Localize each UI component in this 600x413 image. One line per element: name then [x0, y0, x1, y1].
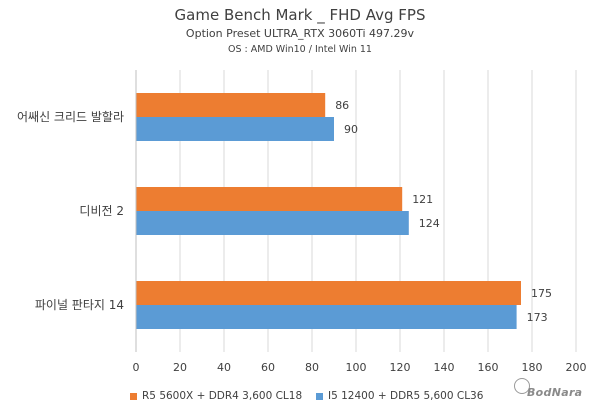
category-label: 어쌔신 크리드 발할라 [17, 110, 124, 124]
x-tick-label: 180 [522, 361, 543, 374]
chart-subtitle-os: OS : AMD Win10 / Intel Win 11 [228, 44, 372, 55]
x-tick-label: 20 [173, 361, 187, 374]
legend-swatch-series-2 [316, 392, 323, 400]
chart-title: Game Bench Mark _ FHD Avg FPS [174, 6, 426, 24]
watermark: BodNara [527, 386, 583, 399]
x-tick-label: 100 [346, 361, 367, 374]
bar-i5-12400-1 [136, 211, 409, 235]
bar-i5-12400-2 [136, 305, 517, 329]
x-tick-label: 200 [566, 361, 587, 374]
category-label: 파이널 판타지 14 [35, 298, 124, 312]
x-tick-label: 40 [217, 361, 231, 374]
category-label: 디비전 2 [79, 204, 124, 218]
legend-item-series-2: I5 12400 + DDR5 5,600 CL36 [316, 390, 483, 402]
bar-r5-5600x-2 [136, 281, 521, 305]
data-label: 175 [531, 287, 552, 300]
data-label: 173 [527, 311, 548, 324]
legend-item-series-1: R5 5600X + DDR4 3,600 CL18 [130, 390, 302, 402]
x-tick-label: 80 [305, 361, 319, 374]
x-tick-label: 120 [390, 361, 411, 374]
data-label: 86 [335, 99, 349, 112]
legend-label-series-1: R5 5600X + DDR4 3,600 CL18 [142, 390, 303, 402]
x-tick-label: 140 [434, 361, 455, 374]
bar-r5-5600x-0 [136, 93, 326, 117]
chart-subtitle: Option Preset ULTRA_RTX 3060Ti 497.29v [185, 27, 415, 40]
watermark-logo-icon [514, 378, 530, 394]
x-tick-label: 60 [261, 361, 275, 374]
data-label: 90 [344, 123, 358, 136]
legend-label-series-2: I5 12400 + DDR5 5,600 CL36 [328, 390, 484, 402]
bar-i5-12400-0 [136, 117, 334, 141]
x-tick-label: 160 [478, 361, 499, 374]
bar-r5-5600x-1 [136, 187, 403, 211]
data-label: 124 [419, 217, 440, 230]
data-label: 121 [412, 193, 433, 206]
legend-swatch-series-1 [130, 392, 137, 400]
x-tick-label: 0 [133, 361, 140, 374]
